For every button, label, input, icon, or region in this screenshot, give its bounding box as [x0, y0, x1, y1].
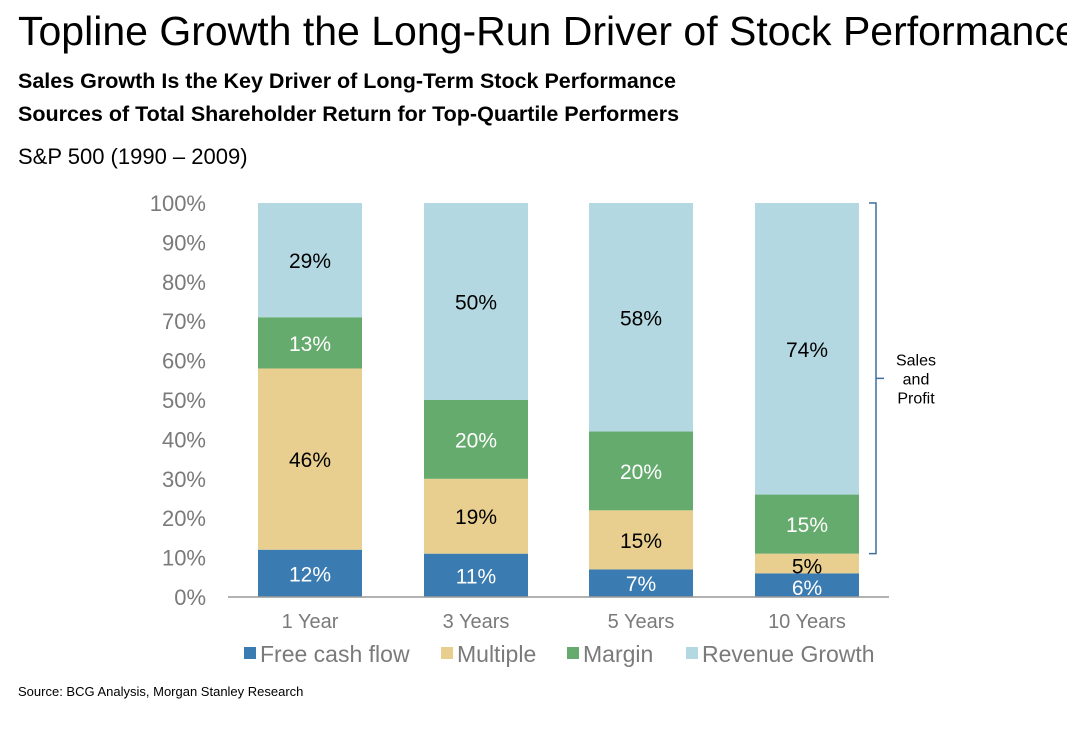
stacked-bar-chart: 0% 10% 20% 30% 40% 50% 60% 70% 80% 90% 100% 12% 46% 1… — [150, 191, 936, 667]
legend-swatch-margin — [567, 647, 579, 659]
annotation-label: Profit — [897, 390, 935, 407]
chart-period: S&P 500 (1990 – 2009) — [18, 144, 248, 169]
y-tick-label: 50% — [162, 388, 206, 413]
bar-segment-revenue-growth — [258, 203, 362, 318]
bar-segment-revenue-growth — [589, 203, 693, 432]
bar-segment-free-cash-flow — [424, 553, 528, 597]
data-label: 19% — [455, 506, 497, 529]
y-tick-label: 90% — [162, 230, 206, 255]
data-label: 46% — [289, 449, 331, 472]
bar-segment-revenue-growth — [755, 203, 859, 495]
page-title: Topline Growth the Long-Run Driver of St… — [18, 8, 1067, 54]
y-tick-label: 70% — [162, 309, 206, 334]
data-label: 12% — [289, 563, 331, 586]
legend-swatch-multiple — [441, 647, 453, 659]
legend-swatch-free-cash-flow — [244, 647, 256, 659]
y-tick-label: 10% — [162, 546, 206, 571]
bracket-annotation — [869, 202, 884, 555]
data-label: 6% — [792, 577, 822, 600]
x-tick-label: 10 Years — [768, 611, 846, 633]
bar-segment-multiple — [755, 553, 859, 574]
bar-segment-multiple — [424, 478, 528, 554]
bar-segment-multiple — [258, 368, 362, 550]
data-label: 20% — [455, 429, 497, 452]
data-label: 74% — [786, 339, 828, 362]
source-note: Source: BCG Analysis, Morgan Stanley Res… — [18, 684, 304, 699]
data-label: 5% — [792, 556, 822, 579]
data-label: 15% — [620, 530, 662, 553]
data-label: 11% — [456, 565, 496, 588]
x-tick-label: 3 Years — [443, 611, 510, 633]
data-label: 58% — [620, 307, 662, 330]
data-label: 20% — [620, 461, 662, 484]
bar-segment-free-cash-flow — [589, 569, 693, 597]
y-tick-label: 40% — [162, 427, 206, 452]
data-label: 7% — [626, 573, 656, 596]
y-tick-label: 80% — [162, 270, 206, 295]
legend-label-multiple: Multiple — [457, 641, 536, 667]
y-tick-label: 60% — [162, 349, 206, 374]
bar-segment-revenue-growth — [424, 203, 528, 400]
y-tick-label: 20% — [162, 506, 206, 531]
bar-segment-margin — [589, 431, 693, 511]
x-tick-label: 1 Year — [282, 611, 339, 633]
legend-label-margin: Margin — [583, 641, 653, 667]
data-label: 13% — [289, 333, 331, 356]
bar-segment-margin — [755, 494, 859, 554]
data-label: 50% — [455, 292, 497, 315]
annotation-label: Sales — [896, 352, 936, 369]
bar-segment-margin — [424, 400, 528, 479]
bar-segment-free-cash-flow — [258, 549, 362, 597]
annotation-label: and — [903, 371, 930, 388]
chart-subtitle-2: Sources of Total Shareholder Return for … — [18, 102, 680, 126]
chart-subtitle: Sales Growth Is the Key Driver of Long-T… — [18, 69, 676, 93]
data-label: 29% — [289, 250, 331, 273]
bar-segment-multiple — [589, 510, 693, 570]
data-label: 15% — [786, 514, 828, 537]
y-tick-label: 100% — [150, 191, 206, 216]
bar-segment-free-cash-flow — [755, 573, 859, 597]
legend-swatch-revenue-growth — [686, 647, 698, 659]
x-tick-label: 5 Years — [608, 611, 675, 633]
bar-segment-margin — [258, 317, 362, 369]
legend-label-free-cash-flow: Free cash flow — [260, 641, 410, 667]
legend-label-revenue-growth: Revenue Growth — [702, 641, 875, 667]
y-tick-label: 30% — [162, 467, 206, 492]
y-tick-label: 0% — [174, 585, 206, 610]
